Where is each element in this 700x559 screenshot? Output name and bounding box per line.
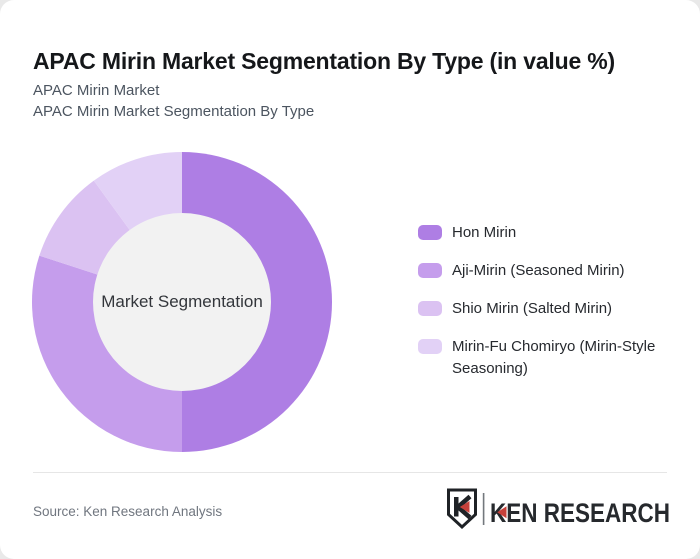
donut-chart bbox=[32, 152, 332, 452]
legend-label: Mirin-Fu Chomiryo (Mirin-Style Seasoning… bbox=[452, 338, 656, 377]
legend-item-3: Mirin-Fu Chomiryo (Mirin-Style Seasoning… bbox=[418, 336, 657, 380]
ken-research-logo: KEN RESEARCH bbox=[447, 488, 670, 530]
donut-hole bbox=[93, 213, 271, 391]
logo-separator bbox=[482, 493, 485, 525]
source-note: Source: Ken Research Analysis bbox=[33, 504, 223, 519]
donut-chart-area bbox=[32, 152, 332, 452]
legend-label: Hon Mirin bbox=[452, 224, 517, 241]
page-title: APAC Mirin Market Segmentation By Type (… bbox=[33, 48, 615, 75]
legend-swatch bbox=[418, 339, 442, 354]
legend-label: Shio Mirin (Salted Mirin) bbox=[452, 300, 613, 317]
logo-k-triangle bbox=[497, 506, 507, 519]
legend-swatch bbox=[418, 301, 442, 316]
legend-item-0: Hon Mirin bbox=[418, 222, 657, 244]
legend-item-1: Aji-Mirin (Seasoned Mirin) bbox=[418, 260, 657, 282]
legend-label: Aji-Mirin (Seasoned Mirin) bbox=[452, 262, 625, 279]
subtitle-line-2: APAC Mirin Market Segmentation By Type bbox=[33, 103, 315, 120]
subtitle-block: APAC Mirin Market APAC Mirin Market Segm… bbox=[33, 80, 314, 122]
shield-monogram-icon bbox=[447, 488, 477, 530]
chart-legend: Hon Mirin Aji-Mirin (Seasoned Mirin) Shio … bbox=[418, 222, 657, 380]
subtitle-line-1: APAC Mirin Market bbox=[33, 82, 160, 99]
logo-brand-text: KEN RESEARCH bbox=[490, 498, 670, 528]
legend-item-2: Shio Mirin (Salted Mirin) bbox=[418, 298, 657, 320]
legend-swatch bbox=[418, 263, 442, 278]
logo-red-triangle bbox=[459, 501, 470, 513]
footer-divider bbox=[33, 472, 667, 473]
legend-swatch bbox=[418, 225, 442, 240]
